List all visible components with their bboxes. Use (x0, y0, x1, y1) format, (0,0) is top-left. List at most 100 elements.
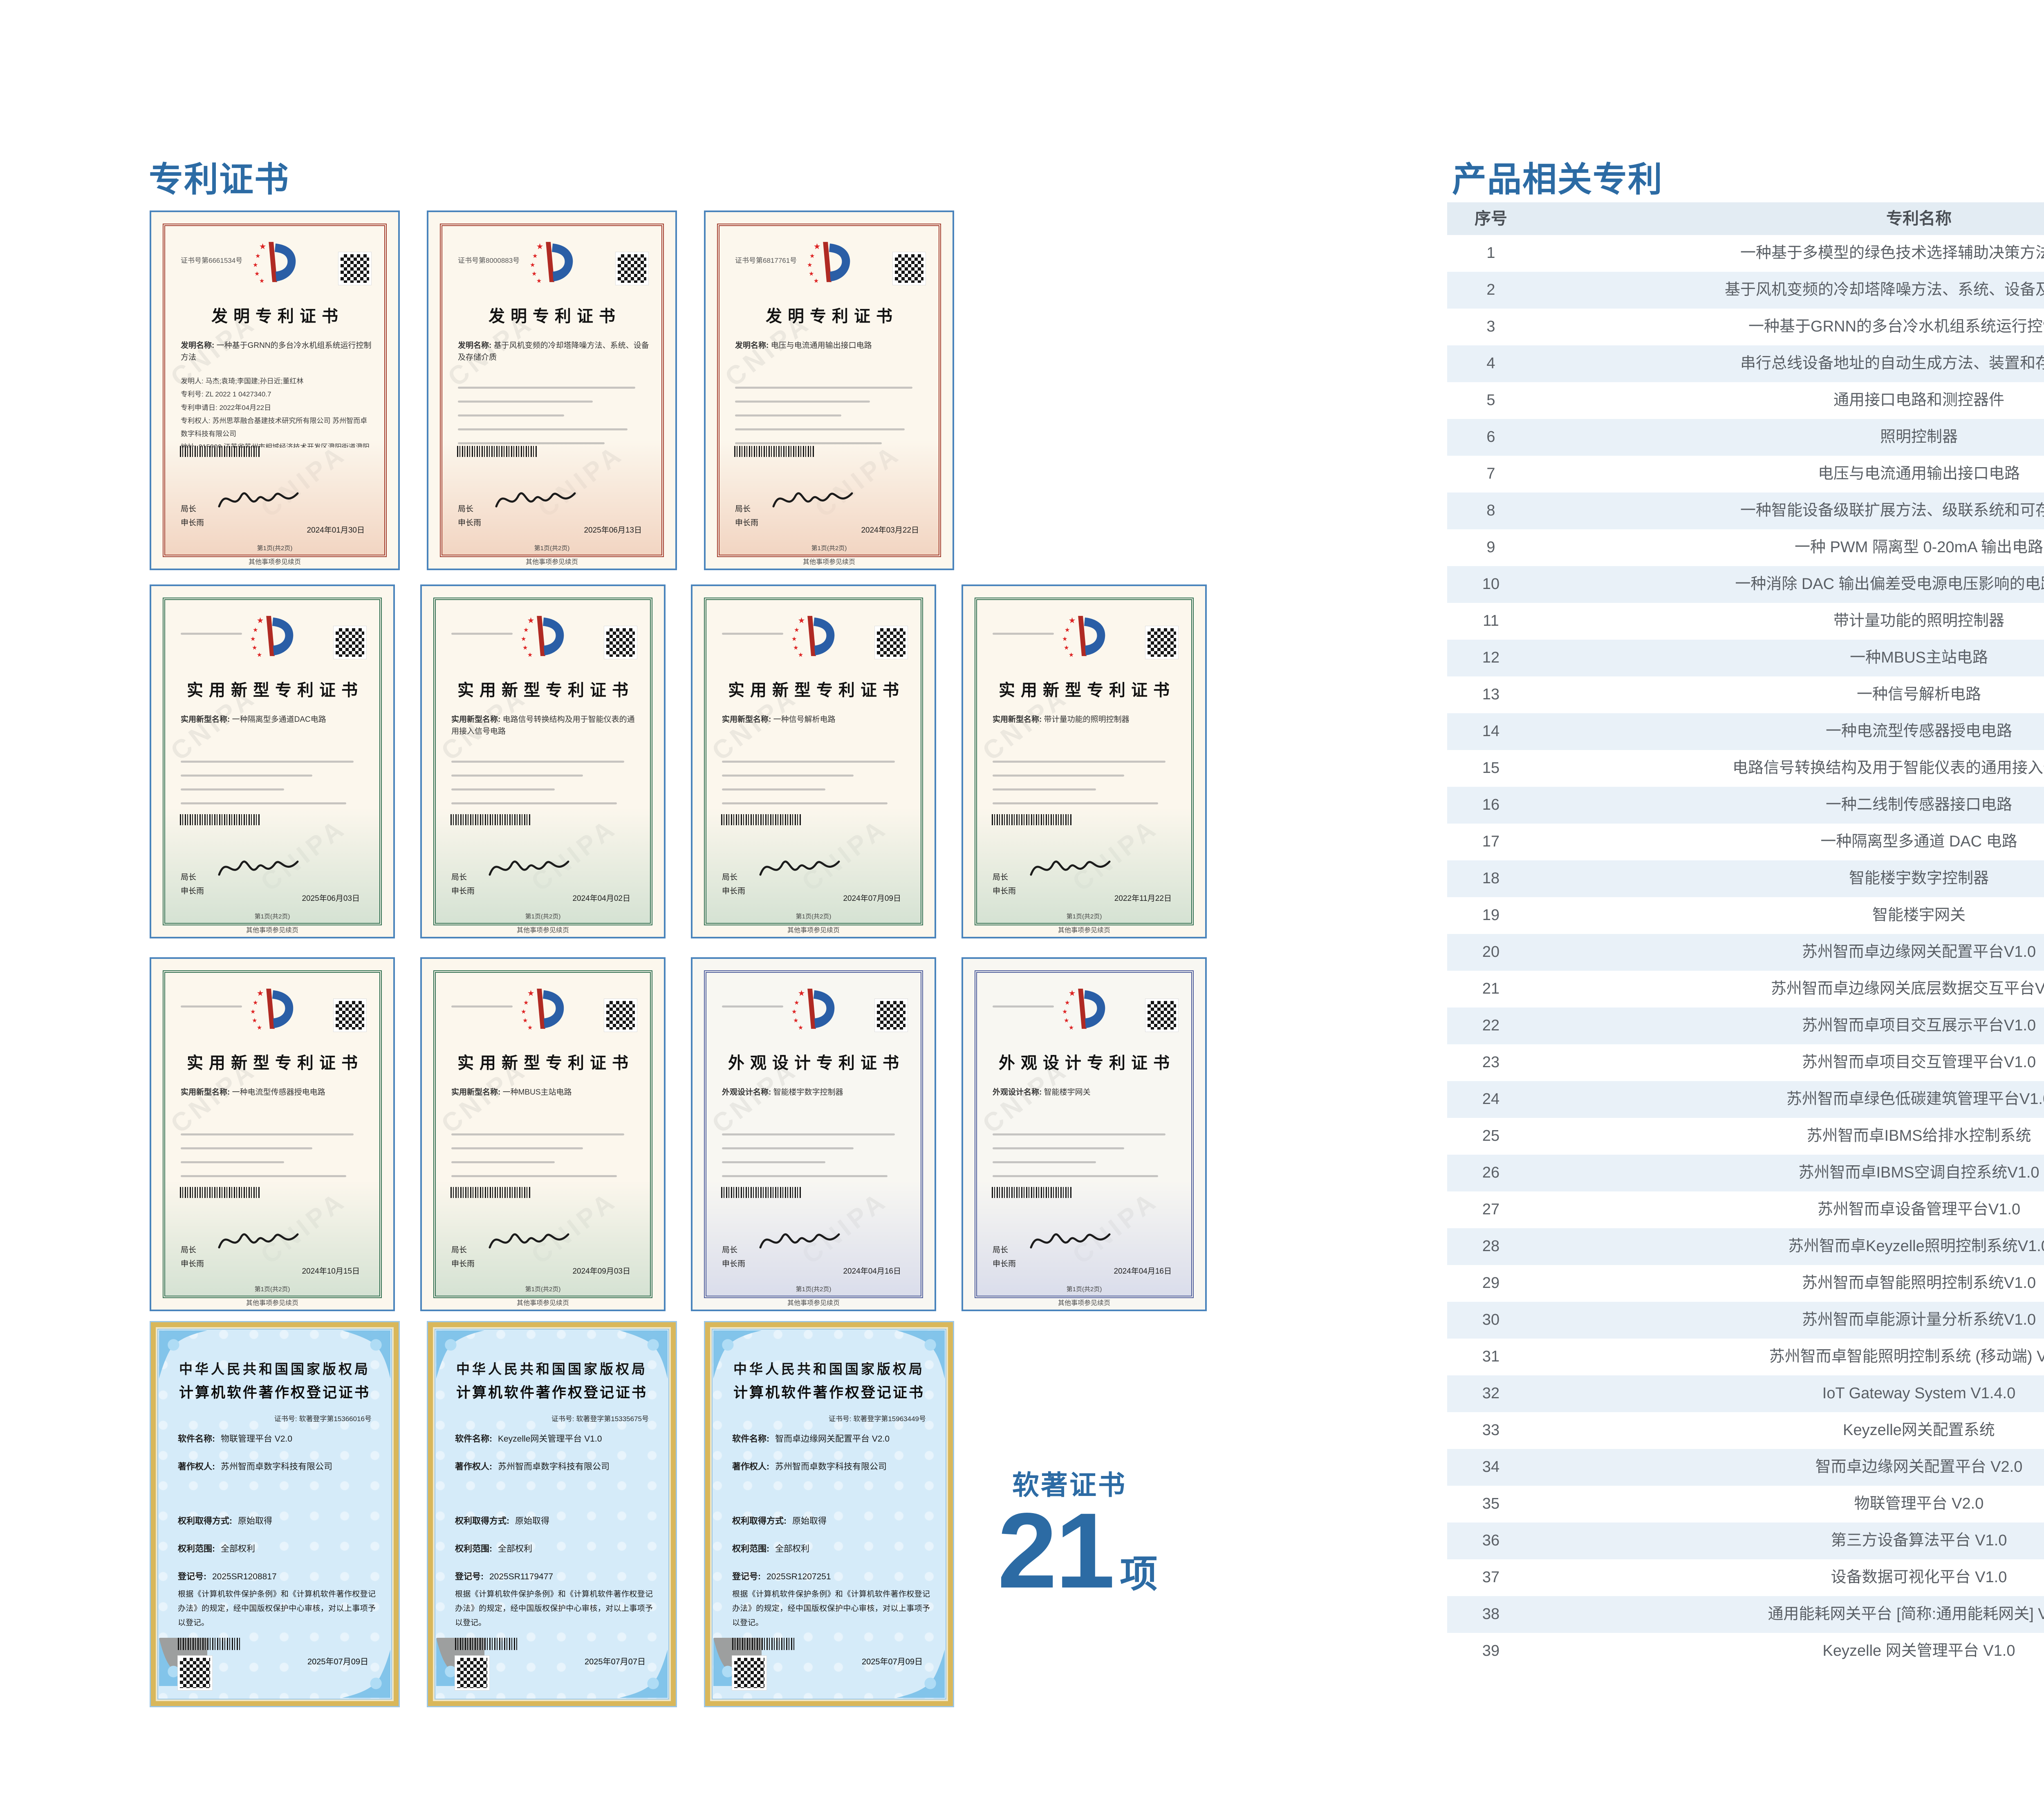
patent-name-cell: 一种智能设备级联扩展方法、级联系统和可存储介质 (1740, 502, 2044, 519)
section-title-patent-certificates: 专利证书 (149, 160, 290, 199)
software-field: 权利取得方式: 原始取得 (455, 1516, 549, 1526)
flourish-corner-icon (342, 1650, 390, 1698)
table-row: 15电路信号转换结构及用于智能仪表的通用接入信号电路实用新型 (1447, 750, 2044, 787)
certificate-body (458, 375, 651, 448)
text-placeholder-line (722, 1161, 825, 1163)
patent-name-cell: 苏州智而卓边缘网关配置平台V1.0 (1802, 943, 2036, 961)
certificate-name-line: 实用新型名称: 一种电流型传感器授电电路 (181, 1088, 325, 1097)
table-row: 11带计量功能的照明控制器实用新型 (1447, 603, 2044, 640)
row-number: 17 (1482, 833, 1500, 851)
patent-name-cell: 通用接口电路和测控器件 (1833, 392, 2004, 409)
certificate-number (181, 629, 242, 637)
certificate-footer-note: 其他事项参见续页 (516, 1300, 569, 1307)
table-row: 6照明控制器发明 (1447, 419, 2044, 456)
certificate-fields: 软件名称: 智而卓边缘网关配置平台 V2.0 著作权人: 苏州智而卓数字科技有限公司权… (732, 1433, 933, 1599)
patent-name-cell: 一种 PWM 隔离型 0-20mA 输出电路 (1794, 539, 2044, 556)
cnipa-logo-icon: ★ ★ ★ ★ ★ (528, 239, 576, 285)
text-placeholder-line (181, 1175, 346, 1177)
signature-icon (218, 1233, 299, 1249)
certificate-footer: 局长 申长雨 2022年11月22日 第1页(共2页) (977, 808, 1191, 923)
svg-text:★: ★ (793, 1017, 798, 1024)
text-placeholder-line (458, 387, 636, 389)
svg-text:★: ★ (791, 636, 797, 643)
certificate-name-line: 实用新型名称: 带计量功能的照明控制器 (993, 715, 1130, 724)
signature-block: 局长 申长雨 (722, 1243, 745, 1271)
text-placeholder-line (181, 788, 284, 790)
text-placeholder-line (181, 1133, 354, 1135)
text-placeholder-line (993, 1175, 1158, 1177)
svg-text:★: ★ (521, 636, 526, 643)
certificate-number: 证书号: 软著登字第15335675号 (551, 1415, 649, 1423)
svg-text:★: ★ (1069, 652, 1074, 658)
qr-code-icon (1145, 626, 1179, 659)
barcode-icon (734, 446, 814, 457)
svg-text:★: ★ (798, 989, 805, 998)
row-number: 9 (1486, 539, 1495, 556)
qr-code-icon (892, 252, 926, 285)
table-row: 12一种MBUS主站电路实用新型 (1447, 640, 2044, 676)
signature-block: 局长 申长雨 (993, 1243, 1016, 1271)
flourish-corner-icon (159, 1638, 207, 1686)
chief-label: 局长 (181, 504, 197, 513)
chief-label: 局长 (451, 1245, 467, 1254)
svg-text:★: ★ (807, 262, 812, 269)
row-number: 6 (1486, 428, 1495, 446)
row-number: 37 (1482, 1569, 1500, 1586)
barcode-icon (732, 1638, 796, 1650)
patent-name-cell: 一种隔离型多通道 DAC 电路 (1820, 833, 2017, 851)
chief-name: 申长雨 (722, 1259, 746, 1268)
flourish-corner-icon (619, 1650, 668, 1698)
certificate-paragraph: 根据《计算机软件保护条例》和《计算机软件著作权登记办法》的规定，经中国版权保护中… (732, 1590, 930, 1628)
row-number: 29 (1482, 1274, 1500, 1292)
certificate-date: 2025年06月13日 (584, 526, 642, 535)
signature-icon (759, 860, 840, 876)
certificate-page-note: 第1页(共2页) (1066, 1286, 1102, 1293)
signature-icon (759, 1233, 840, 1249)
certificate-page-note: 第1页(共2页) (534, 545, 570, 552)
row-number: 5 (1486, 392, 1495, 409)
software-field: 登记号: 2025SR1208817 (178, 1572, 277, 1582)
certificate-number (451, 1001, 513, 1010)
certificate-date: 2022年11月22日 (1114, 894, 1172, 903)
software-field: 软件名称: 物联管理平台 V2.0 (178, 1434, 293, 1444)
text-placeholder-line (735, 401, 870, 403)
count-unit: 项 (1120, 1553, 1158, 1595)
text-placeholder-line (735, 442, 882, 444)
certificate-footer-note: 其他事项参见续页 (246, 927, 298, 934)
chief-label: 局长 (993, 1245, 1009, 1254)
signature-icon (218, 860, 299, 876)
svg-text:★: ★ (252, 1017, 257, 1024)
cnipa-logo-icon: ★ ★ ★ ★ ★ (519, 986, 567, 1032)
certificate-page-note: 第1页(共2页) (254, 913, 290, 920)
certificate-date: 2024年09月03日 (572, 1267, 630, 1276)
text-placeholder-line (181, 775, 312, 777)
software-field: 软件名称: Keyzelle网关管理平台 V1.0 (455, 1434, 602, 1444)
qr-code-icon (1145, 999, 1179, 1032)
software-field: 著作权人: 苏州智而卓数字科技有限公司 (732, 1462, 887, 1472)
certificate-fields: 软件名称: Keyzelle网关管理平台 V1.0 著作权人: 苏州智而卓数字科技有限… (455, 1433, 656, 1599)
chief-name: 申长雨 (735, 518, 759, 527)
patent-name-cell: 通用能耗网关平台 [简称:通用能耗网关] V2.0 (1768, 1605, 2044, 1623)
table-row: 14一种电流型传感器授电电路实用新型 (1447, 713, 2044, 750)
barcode-icon (178, 1638, 242, 1650)
certificate-number: 证书号第6661534号 (181, 257, 243, 264)
certificate-body (722, 749, 910, 816)
certificate-paragraph: 根据《计算机软件保护条例》和《计算机软件著作权登记办法》的规定，经中国版权保护中… (178, 1590, 376, 1628)
svg-text:★: ★ (1069, 1025, 1074, 1031)
certificate-number (181, 1001, 242, 1010)
svg-text:★: ★ (1062, 636, 1067, 643)
certificate-number (993, 1001, 1054, 1010)
row-number: 23 (1482, 1054, 1500, 1071)
certificate-page-note: 第1页(共2页) (811, 545, 847, 552)
signature-icon (772, 492, 853, 508)
certificate-page-note: 第1页(共2页) (525, 1286, 561, 1293)
certificate-title: 实用新型专利证书 (728, 681, 905, 699)
